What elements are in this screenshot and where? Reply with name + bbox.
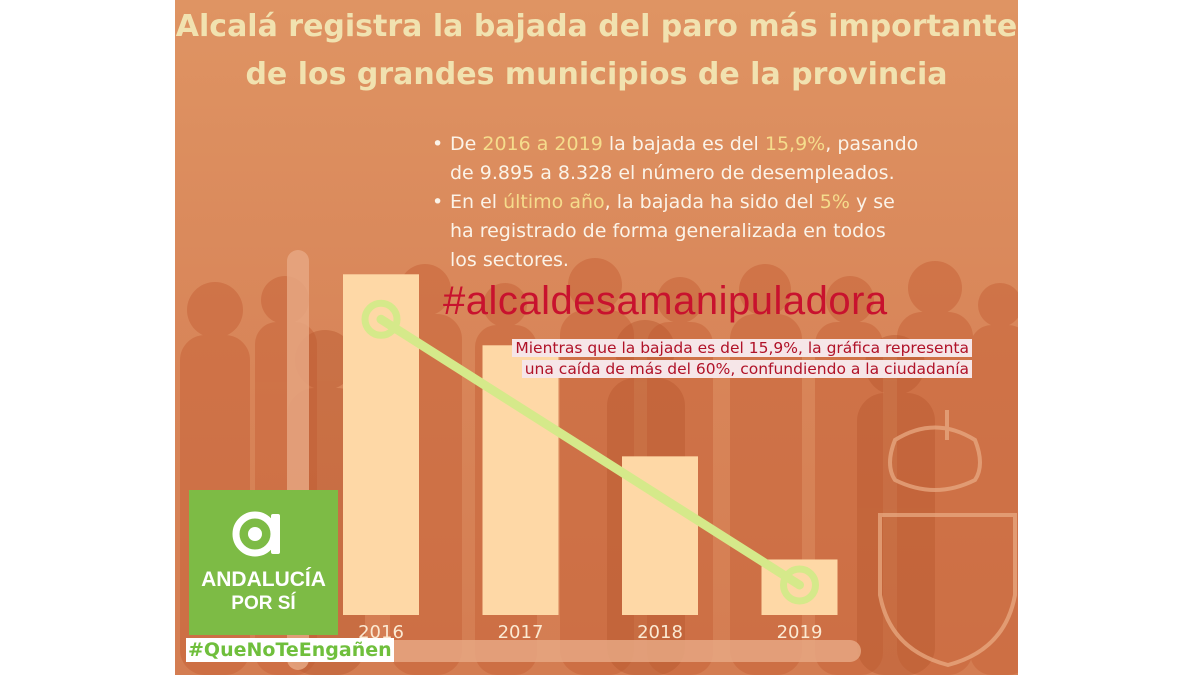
title-line-1: Alcalá registra la bajada del paro más i… <box>175 9 1018 44</box>
bullet-1-text-a: De <box>450 133 483 155</box>
bullet-1-line-2: de 9.895 a 8.328 el número de desemplead… <box>450 162 895 184</box>
bullet-2-highlight-percent: 5% <box>819 191 850 213</box>
hashtag-headline: #alcaldesamanipuladora <box>443 279 888 323</box>
bullet-2-line-3: los sectores. <box>450 249 569 271</box>
bullet-1: • De 2016 a 2019 la bajada es del 15,9%,… <box>430 130 990 188</box>
note-line-2: una caída de más del 60%, confundiendo a… <box>521 360 972 378</box>
party-a-logo-icon <box>232 511 280 557</box>
trend-end-marker <box>780 565 819 605</box>
bullet-2-line-2: ha registrado de forma generalizada en t… <box>450 220 886 242</box>
andalucia-por-si-logo: ANDALUCÍA POR SÍ <box>189 490 338 635</box>
x-tick-label-2018: 2018 <box>637 622 683 643</box>
left-margin <box>0 0 175 675</box>
logo-text-line-2: POR SÍ <box>231 593 296 614</box>
logo-text-line-1: ANDALUCÍA <box>201 568 326 591</box>
x-tick-label-2017: 2017 <box>498 622 544 643</box>
bullet-1-highlight-years: 2016 a 2019 <box>482 133 603 155</box>
bottom-hashtag: #QueNoTeEngañen <box>186 638 394 662</box>
note-line-1: Mientras que la bajada es del 15,9%, la … <box>512 339 972 357</box>
bullet-1-text-c: , pasando <box>825 133 919 155</box>
bullet-1-highlight-percent: 15,9% <box>764 133 826 155</box>
trend-start-marker <box>361 299 401 339</box>
x-tick-label-2016: 2016 <box>358 622 404 643</box>
bullet-dot: • <box>432 133 444 155</box>
bullet-list: • De 2016 a 2019 la bajada es del 15,9%,… <box>430 130 990 275</box>
bullet-dot: • <box>432 191 444 213</box>
title-line-2: de los grandes municipios de la provinci… <box>245 57 948 92</box>
bar-2016 <box>343 274 419 615</box>
x-tick-label-2019: 2019 <box>777 622 823 643</box>
bullet-2-highlight-year: último año <box>503 191 605 213</box>
right-margin <box>1018 0 1200 675</box>
criticism-note: Mientras que la bajada es del 15,9%, la … <box>490 338 972 380</box>
bullet-1-text-b: la bajada es del <box>602 133 765 155</box>
bullet-2-text-b: , la bajada ha sido del <box>604 191 820 213</box>
bullet-2-text-c: y se <box>849 191 895 213</box>
unemployment-bar-chart: 2016 2017 2018 2019 <box>343 274 838 643</box>
trend-line <box>376 314 804 590</box>
bullet-2: • En el último año, la bajada ha sido de… <box>430 188 990 275</box>
bullet-2-text-a: En el <box>450 191 504 213</box>
